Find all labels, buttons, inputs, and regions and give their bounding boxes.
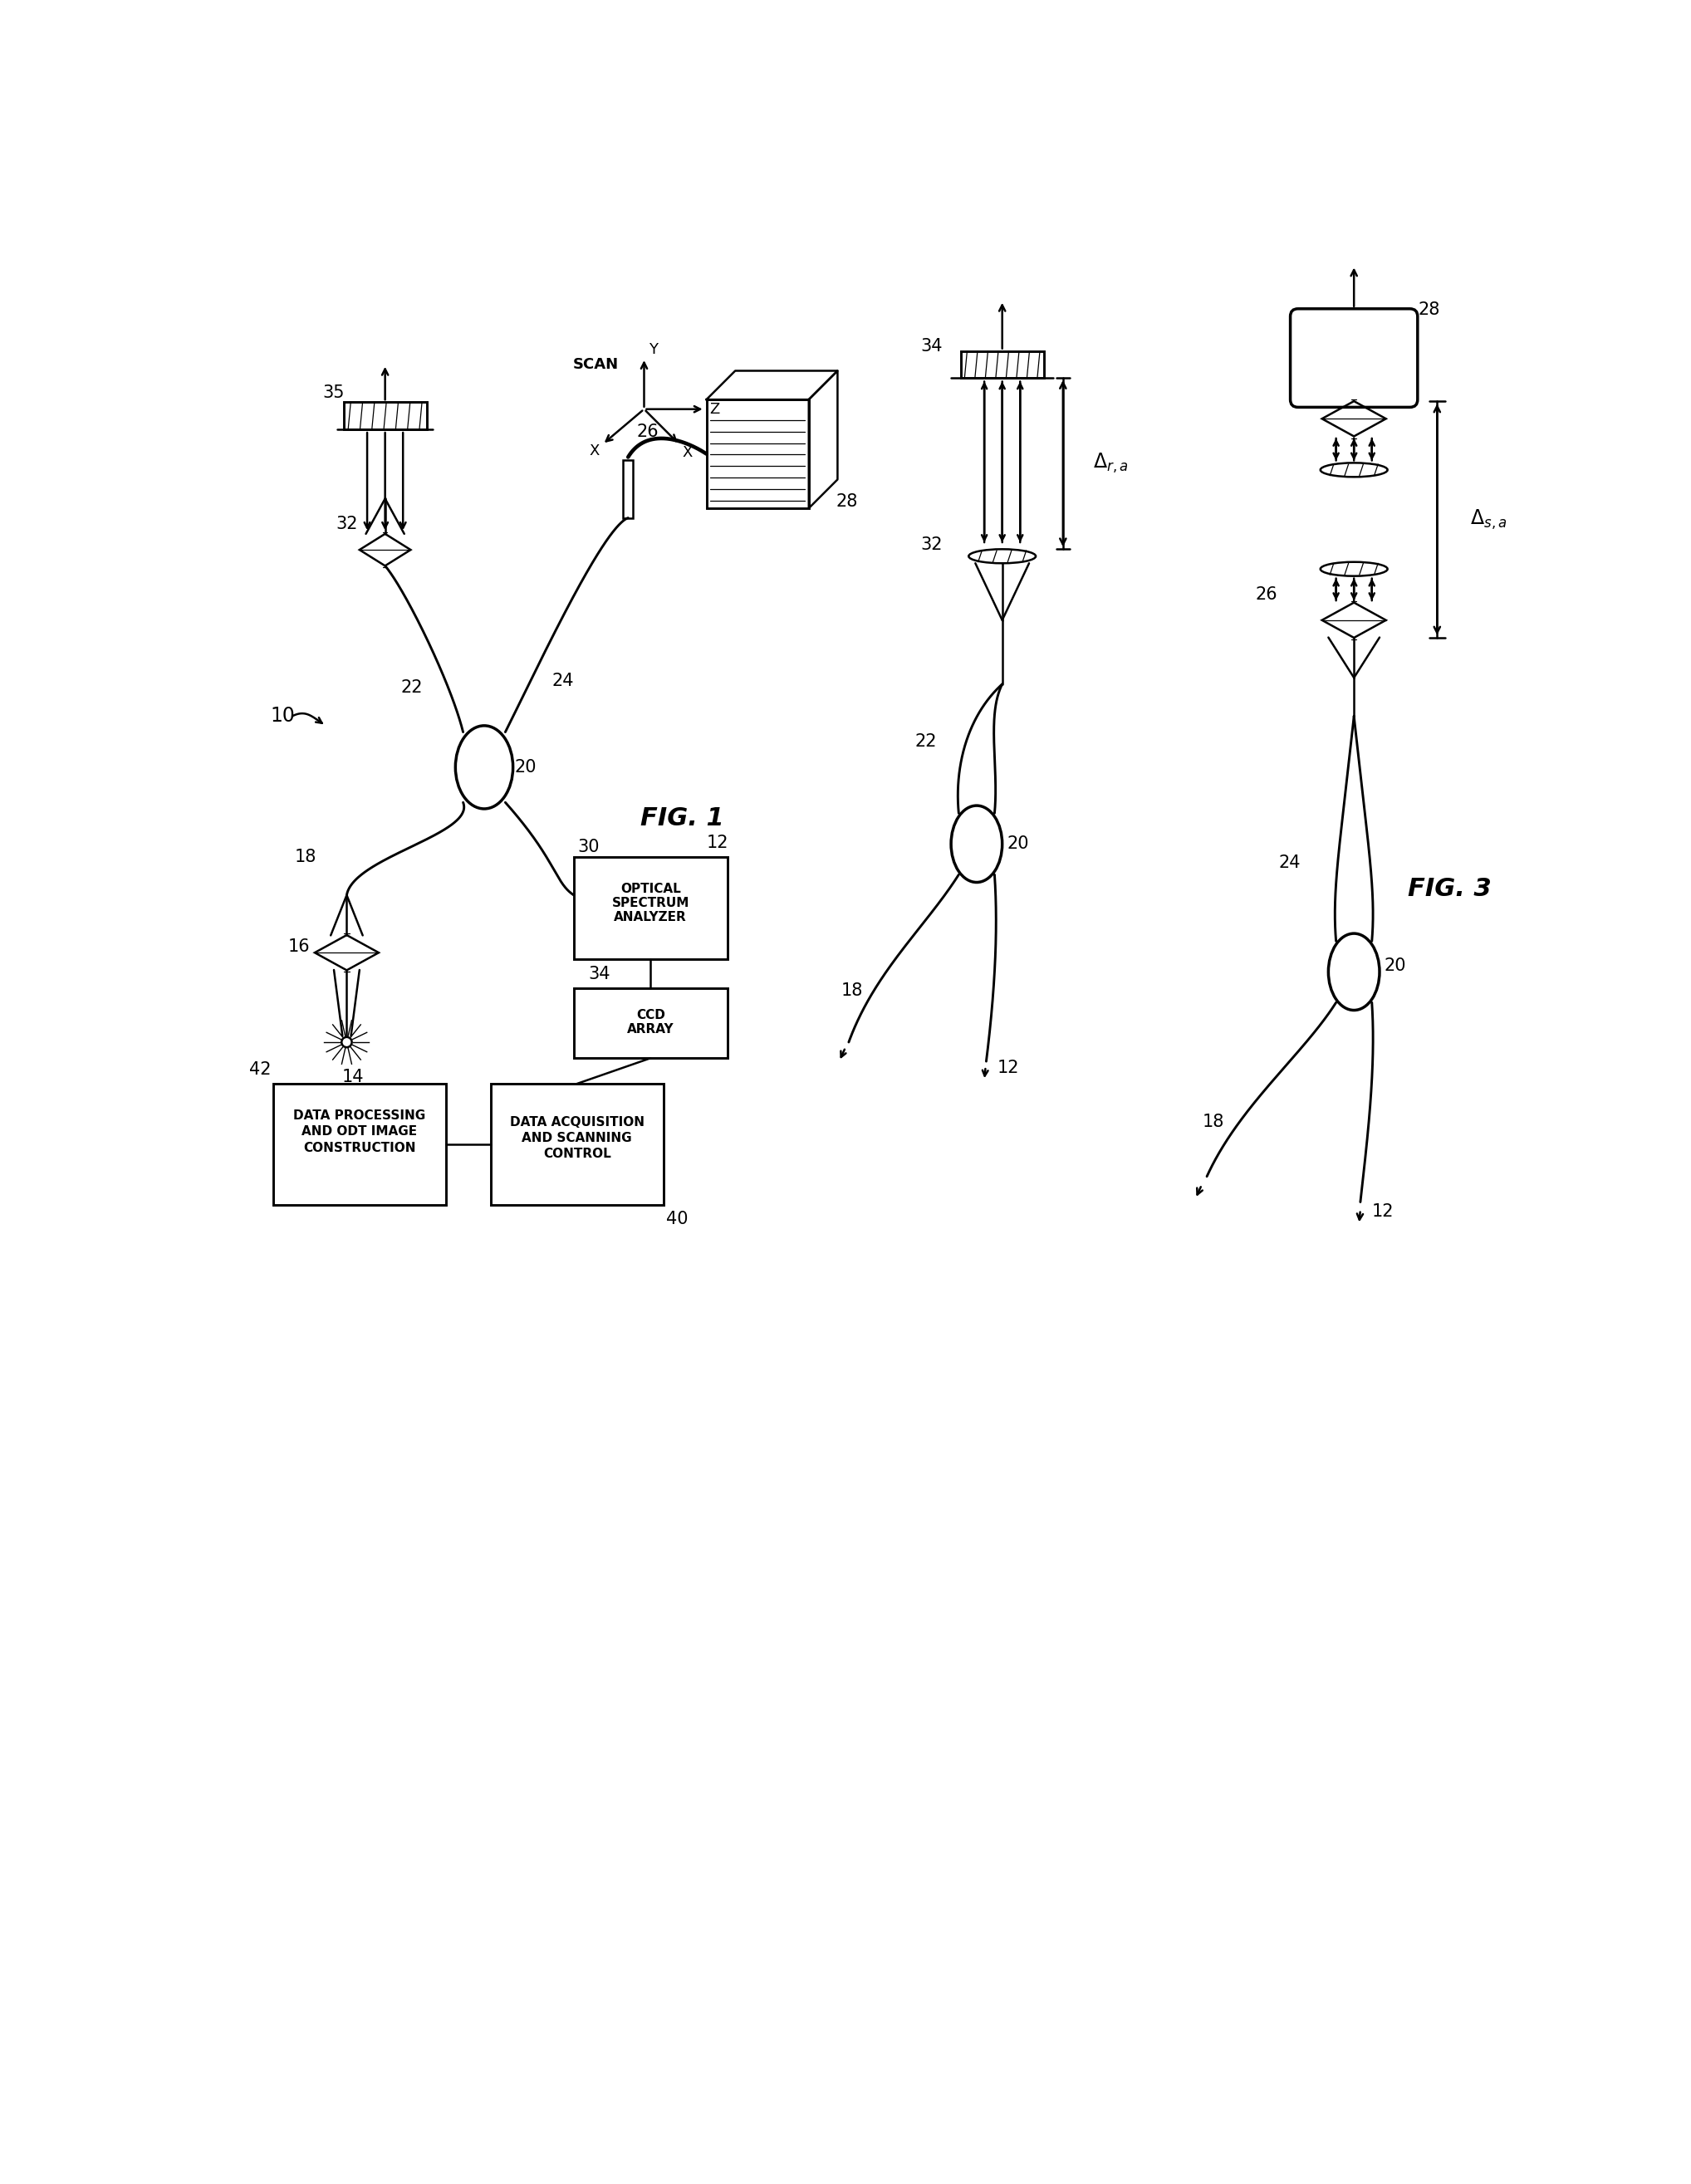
Text: FIG. 1: FIG. 1	[641, 806, 724, 830]
Bar	[960, 352, 1043, 378]
Text: SPECTRUM: SPECTRUM	[612, 898, 690, 909]
Bar	[622, 461, 632, 518]
Text: 16: 16	[287, 937, 309, 954]
Text: 24: 24	[1278, 854, 1300, 871]
Text: 12: 12	[998, 1059, 1020, 1077]
Text: 26: 26	[636, 424, 658, 439]
Text: OPTICAL: OPTICAL	[621, 882, 681, 895]
Text: 34: 34	[922, 339, 944, 354]
Text: 34: 34	[588, 965, 610, 983]
Text: 18: 18	[840, 983, 862, 1000]
Bar	[343, 402, 426, 428]
Text: 18: 18	[294, 847, 316, 865]
Text: ARRAY: ARRAY	[627, 1022, 675, 1035]
Text: AND ODT IMAGE: AND ODT IMAGE	[301, 1125, 418, 1138]
Text: 18: 18	[1202, 1114, 1224, 1131]
Text: 20: 20	[1385, 957, 1407, 974]
Text: 12: 12	[707, 834, 729, 852]
Bar	[573, 856, 727, 959]
Text: 12: 12	[1371, 1203, 1393, 1221]
Text: 40: 40	[666, 1210, 688, 1227]
Text: $\Delta_{r,a}$: $\Delta_{r,a}$	[1092, 452, 1128, 476]
Text: $\Delta_{s,a}$: $\Delta_{s,a}$	[1469, 509, 1507, 531]
Text: AND SCANNING: AND SCANNING	[523, 1131, 632, 1144]
Text: 26: 26	[1255, 585, 1277, 603]
Text: X: X	[683, 446, 693, 461]
Text: 42: 42	[249, 1061, 271, 1079]
Text: 20: 20	[514, 758, 536, 775]
Text: CONTROL: CONTROL	[543, 1149, 610, 1160]
Text: 14: 14	[342, 1068, 364, 1085]
Text: CONSTRUCTION: CONSTRUCTION	[303, 1142, 416, 1153]
Text: 35: 35	[323, 384, 345, 402]
Text: DATA PROCESSING: DATA PROCESSING	[293, 1109, 426, 1123]
Bar	[707, 400, 808, 509]
Text: 22: 22	[915, 734, 937, 749]
Text: 32: 32	[337, 515, 358, 533]
Text: 28: 28	[835, 494, 857, 511]
Text: 22: 22	[401, 679, 423, 695]
Text: FIG. 3: FIG. 3	[1409, 876, 1491, 900]
Text: CCD: CCD	[636, 1009, 665, 1022]
Text: 24: 24	[551, 673, 573, 690]
Text: ANALYZER: ANALYZER	[614, 911, 687, 924]
Text: 10: 10	[271, 705, 296, 725]
Text: SCAN: SCAN	[573, 356, 619, 371]
Text: 30: 30	[577, 839, 599, 856]
Bar	[490, 1083, 663, 1206]
Text: 20: 20	[1008, 836, 1030, 852]
Text: Z: Z	[709, 402, 719, 417]
Text: Y: Y	[648, 343, 658, 358]
Bar	[573, 987, 727, 1059]
Text: 28: 28	[1419, 301, 1441, 319]
Text: DATA ACQUISITION: DATA ACQUISITION	[509, 1116, 644, 1129]
Bar	[274, 1083, 446, 1206]
Text: 32: 32	[922, 537, 944, 553]
Text: X: X	[588, 443, 599, 459]
